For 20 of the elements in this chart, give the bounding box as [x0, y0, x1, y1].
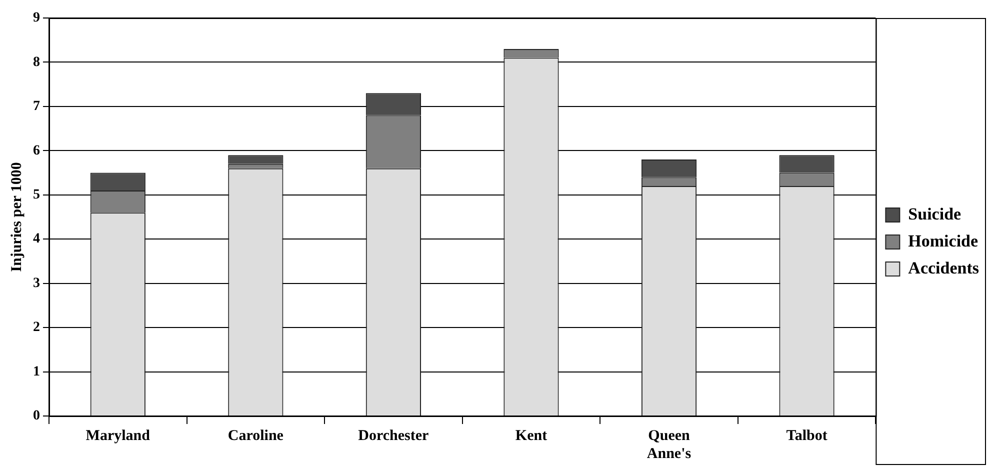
legend-label: Homicide	[908, 231, 979, 250]
x-tick-label: Queen Anne's	[646, 428, 692, 462]
y-tick-label: 2	[33, 320, 40, 336]
x-tick-label: Maryland	[86, 428, 151, 444]
y-tick-label: 1	[33, 364, 40, 380]
x-tick-label: Dorchester	[358, 428, 430, 444]
y-tick-label: 3	[33, 276, 40, 291]
legend-label: Suicide	[908, 204, 962, 224]
legend-label: Accidents	[908, 258, 980, 278]
y-tick-label: 5	[33, 188, 40, 202]
y-axis-title: Injuries per 1000	[8, 162, 25, 272]
y-tick-label: 0	[33, 408, 40, 424]
x-tick-label: Kent	[515, 428, 548, 444]
x-tick-label: Caroline	[228, 428, 284, 444]
y-tick-label: 6	[33, 143, 40, 158]
y-tick-label: 7	[33, 99, 40, 114]
y-tick-label: 8	[33, 54, 40, 70]
y-tick-label: 4	[33, 232, 40, 247]
y-tick-label: 9	[33, 10, 40, 26]
x-tick-label: Talbot	[786, 428, 828, 444]
